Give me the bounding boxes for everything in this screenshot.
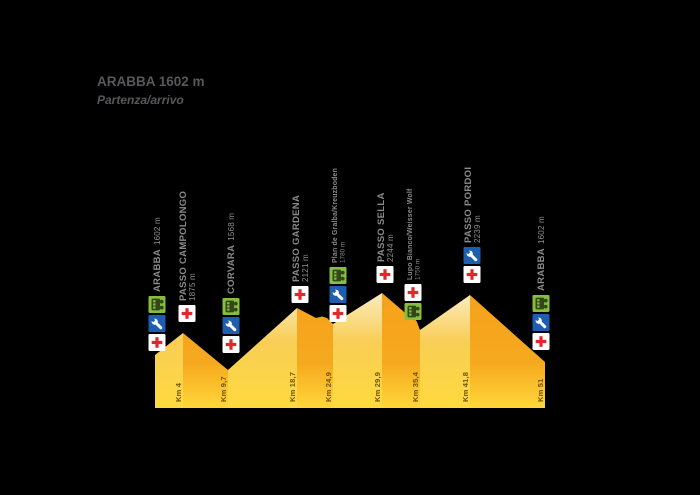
descent-pordoi-arabba <box>470 295 545 408</box>
point-elevation-text: 1602 m <box>537 216 546 244</box>
first-aid-cross-icon <box>329 305 347 322</box>
mountain-profile <box>155 293 545 408</box>
mechanic-wrench-icon <box>532 314 550 331</box>
km-label-sella: Km 29,9 <box>373 372 382 402</box>
shuttle-bus-icon <box>404 303 422 320</box>
point-label-gardena: PASSO GARDENA 2121 m <box>291 195 310 303</box>
point-label-campolongo: PASSO CAMPOLONGO 1875 m <box>178 191 197 322</box>
point-name: PASSO GARDENA <box>291 195 302 282</box>
mechanic-wrench-icon <box>329 286 347 303</box>
km-label-pordoi: Km 41,8 <box>461 372 470 402</box>
first-aid-cross-icon <box>222 336 240 353</box>
descent-sella-lupobianco <box>382 293 420 408</box>
km-label-plandegralba: Km 24,9 <box>324 372 333 402</box>
shuttle-bus-icon <box>532 295 550 312</box>
point-name: Lupo Bianco/Weisser Wolf <box>407 188 414 280</box>
climb-lupobianco-pordoi <box>420 295 470 408</box>
descent-gardena-plandegralba <box>297 308 333 408</box>
km-label-corvara: Km 9,7 <box>219 376 228 402</box>
point-name: Plan de Gralba/Kreuzboden <box>332 168 339 263</box>
first-aid-cross-icon <box>148 334 166 351</box>
shuttle-bus-icon <box>329 267 347 284</box>
point-label-arabba-finish: ARABBA 1602 m <box>532 216 550 350</box>
km-label-arabba-finish: Km 51 <box>536 378 545 402</box>
point-name: PASSO SELLA <box>376 192 387 262</box>
first-aid-cross-icon <box>463 266 481 283</box>
point-elevation: 2121 m <box>301 254 310 282</box>
point-label-sella: PASSO SELLA 2244 m <box>376 192 395 283</box>
point-elevation: 2244 m <box>386 234 395 262</box>
first-aid-cross-icon <box>404 284 422 301</box>
point-name-text: CORVARA <box>226 245 237 294</box>
point-name: ARABBA 1602 m <box>152 217 163 292</box>
km-label-lupobianco: Km 35,4 <box>411 371 420 402</box>
mechanic-wrench-icon <box>222 317 240 334</box>
point-name: ARABBA 1602 m <box>536 216 547 291</box>
point-name-text: ARABBA <box>152 249 163 292</box>
shuttle-bus-icon <box>148 296 166 313</box>
point-name: PASSO PORDOI <box>463 167 474 243</box>
km-label-campolongo: Km 4 <box>174 382 183 402</box>
climb-corvara-gardena <box>228 308 297 408</box>
km-labels: Km 4 Km 9,7 Km 18,7 Km 24,9 Km 29,9 Km 3… <box>174 371 545 402</box>
mechanic-wrench-icon <box>148 315 166 332</box>
point-label-lupobianco: Lupo Bianco/Weisser Wolf 1750 m <box>404 188 422 320</box>
point-name: PASSO CAMPOLONGO <box>178 191 189 301</box>
point-label-corvara: CORVARA 1568 m <box>222 213 240 353</box>
km-label-gardena: Km 18,7 <box>288 372 297 402</box>
climb-arabba-campolongo <box>155 333 183 408</box>
first-aid-cross-icon <box>291 286 309 303</box>
point-elevation: 1750 m <box>415 259 422 280</box>
page-subtitle: Partenza/arrivo <box>97 93 184 107</box>
shuttle-bus-icon <box>222 298 240 315</box>
point-elevation-text: 1568 m <box>227 213 236 241</box>
point-elevation-text: 1602 m <box>153 217 162 245</box>
first-aid-cross-icon <box>532 333 550 350</box>
first-aid-cross-icon <box>376 266 394 283</box>
point-elevation: 2239 m <box>473 215 482 243</box>
page-title: ARABBA 1602 m <box>97 74 205 89</box>
point-name: CORVARA 1568 m <box>226 213 237 294</box>
mechanic-wrench-icon <box>463 247 481 264</box>
point-elevation: 1875 m <box>188 273 197 301</box>
point-label-pordoi: PASSO PORDOI 2239 m <box>463 167 482 283</box>
point-elevation: 1780 m <box>340 242 347 263</box>
first-aid-cross-icon <box>178 305 196 322</box>
descent-campolongo-corvara <box>183 333 228 408</box>
point-name-text: ARABBA <box>536 248 547 291</box>
point-label-plandegralba: Plan de Gralba/Kreuzboden 1780 m <box>329 168 347 322</box>
point-label-arabba-start: ARABBA 1602 m <box>148 217 166 351</box>
